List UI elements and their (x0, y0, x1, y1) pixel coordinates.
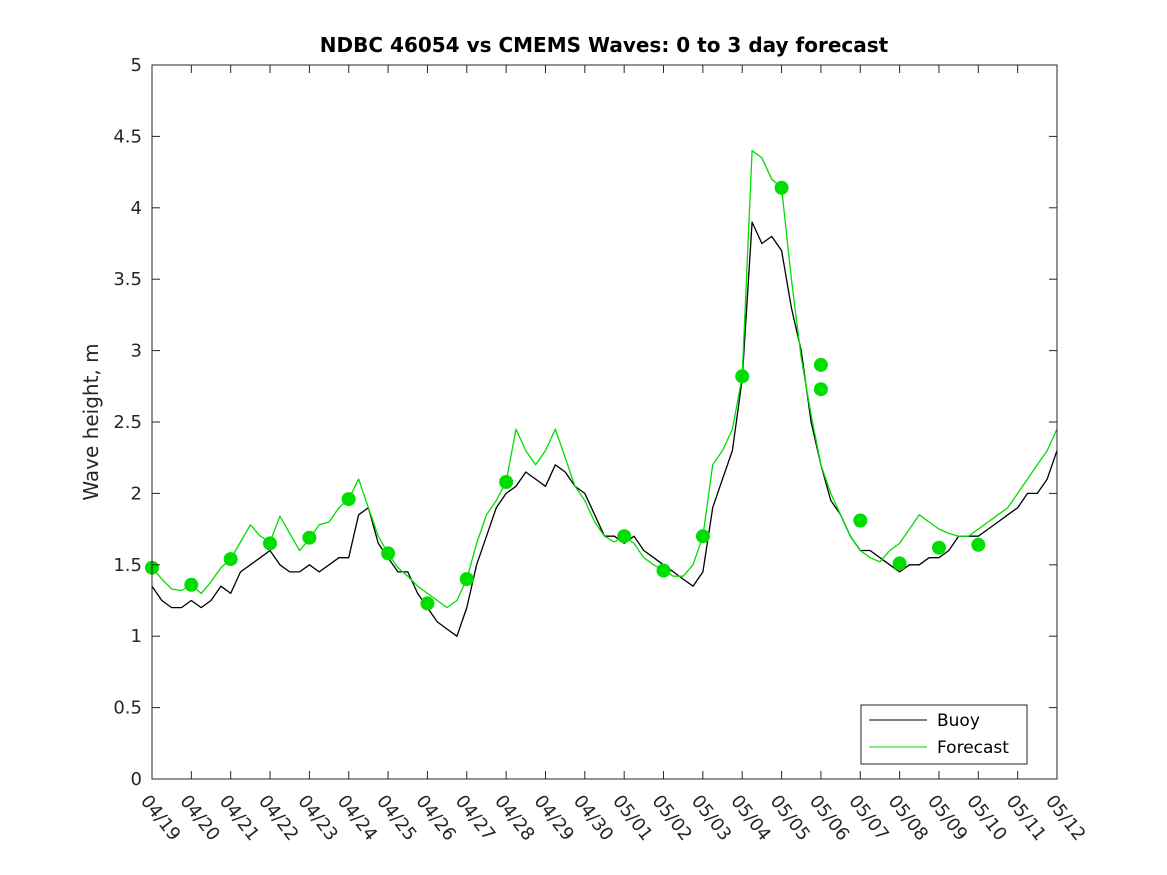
forecast-marker (617, 529, 632, 544)
forecast-marker (381, 546, 396, 561)
y-tick-label: 3 (131, 341, 142, 362)
chart-title: NDBC 46054 vs CMEMS Waves: 0 to 3 day fo… (320, 33, 889, 57)
forecast-marker (971, 537, 986, 552)
legend-forecast-label: Forecast (937, 738, 1009, 758)
forecast-marker (695, 529, 710, 544)
forecast-marker (853, 513, 868, 528)
forecast-marker (813, 382, 828, 397)
forecast-marker (813, 357, 828, 372)
forecast-marker (223, 552, 238, 567)
forecast-marker (302, 530, 317, 545)
forecast-marker (932, 540, 946, 555)
y-tick-label: 4 (131, 198, 142, 219)
forecast-marker (656, 563, 671, 578)
y-tick-label: 0.5 (113, 698, 142, 719)
plot-area (152, 65, 1057, 779)
y-tick-label: 2 (131, 483, 142, 504)
forecast-marker (774, 180, 789, 195)
legend-buoy-label: Buoy (937, 711, 980, 731)
forecast-marker (499, 475, 514, 489)
forecast-marker (263, 536, 277, 551)
forecast-marker (184, 577, 199, 592)
series-line-forecast (151, 150, 1058, 609)
y-tick-label: 0 (131, 769, 142, 790)
y-tick-label: 4.5 (113, 126, 142, 147)
y-axis-label: Wave height, m (79, 343, 103, 500)
forecast-marker (459, 572, 474, 587)
y-tick-label: 1 (131, 626, 142, 647)
legend-box (860, 704, 1028, 765)
y-tick-label: 3.5 (113, 269, 142, 290)
y-tick-label: 5 (131, 55, 142, 76)
forecast-marker (341, 492, 356, 507)
y-tick-label: 2.5 (113, 412, 142, 433)
forecast-marker (892, 556, 907, 571)
legend: Buoy Forecast (860, 704, 1028, 765)
forecast-marker (735, 369, 750, 384)
y-tick-label: 1.5 (113, 555, 142, 576)
forecast-marker (420, 596, 435, 611)
